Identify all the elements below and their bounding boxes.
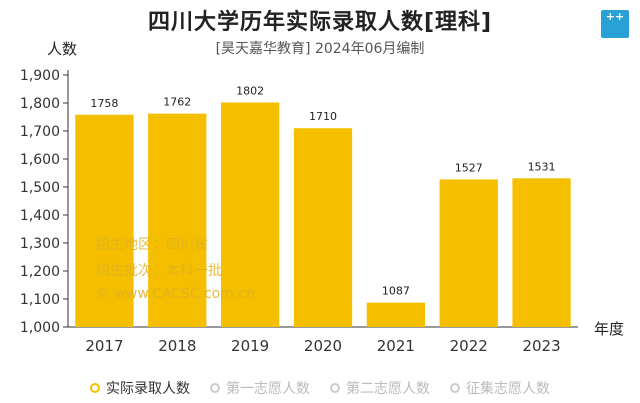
bar (439, 179, 498, 327)
x-tick-label: 2018 (158, 337, 196, 355)
legend-circle-icon (210, 383, 220, 393)
legend-circle-icon (90, 383, 100, 393)
legend-circle-icon (450, 383, 460, 393)
x-tick-label: 2019 (231, 337, 269, 355)
brand-logo-glyph: ++ (605, 10, 625, 23)
y-tick-label: 1,600 (20, 152, 60, 168)
x-axis-label: 年度 (594, 320, 625, 338)
bar (148, 113, 207, 327)
watermark-region: 招生地区：四川省 (96, 237, 208, 253)
y-tick-label: 1,500 (20, 180, 60, 196)
legend-item[interactable]: 第二志愿人数 (330, 378, 430, 398)
legend-label: 实际录取人数 (106, 381, 190, 397)
x-tick-label: 2023 (522, 337, 560, 355)
bar (221, 102, 280, 327)
y-tick-label: 1,700 (20, 124, 60, 140)
data-label: 1758 (90, 97, 118, 110)
data-label: 1531 (528, 160, 556, 173)
chart-subtitle: [昊天嘉华教育] 2024年06月编制 (215, 41, 425, 57)
y-axis-label: 人数 (47, 40, 78, 58)
y-tick-label: 1,100 (20, 292, 60, 308)
x-tick-label: 2017 (85, 337, 123, 355)
bar-chart: 1,000 1,100 1,200 1,300 1,400 1,500 1,600 1,700… (20, 68, 578, 355)
data-label: 1802 (236, 84, 264, 97)
legend-item[interactable]: 第一志愿人数 (210, 378, 310, 398)
data-label: 1710 (309, 110, 337, 123)
y-tick-label: 1,400 (20, 208, 60, 224)
y-tick-label: 1,000 (20, 320, 60, 336)
legend-label: 第二志愿人数 (346, 381, 430, 397)
legend-item[interactable]: 征集志愿人数 (450, 378, 550, 398)
y-tick-label: 1,900 (20, 68, 60, 84)
watermark-copyright: © www.CACSC.com.cn (96, 286, 255, 302)
watermark-batch: 招生批次：本科一批 (96, 263, 222, 279)
chart-title: 四川大学历年实际录取人数[理科] (147, 10, 493, 35)
x-tick-label: 2022 (450, 337, 488, 355)
y-tick-label: 1,200 (20, 264, 60, 280)
bar (512, 178, 571, 327)
legend-circle-icon (330, 383, 340, 393)
bar (293, 128, 353, 327)
legend-label: 征集志愿人数 (466, 381, 550, 397)
bar (75, 114, 134, 327)
brand-logo-icon: ++ (601, 10, 629, 38)
data-label: 1087 (382, 285, 410, 298)
x-tick-label: 2021 (377, 337, 415, 355)
data-label: 1762 (163, 96, 191, 109)
bar (366, 302, 425, 327)
y-tick-label: 1,300 (20, 236, 60, 252)
y-tick-label: 1,800 (20, 96, 60, 112)
data-label: 1527 (455, 161, 483, 174)
legend-item[interactable]: 实际录取人数 (90, 378, 190, 398)
chart-legend: 实际录取人数 第一志愿人数 第二志愿人数 征集志愿人数 (0, 378, 640, 398)
legend-label: 第一志愿人数 (226, 381, 310, 397)
x-tick-label: 2020 (304, 337, 342, 355)
